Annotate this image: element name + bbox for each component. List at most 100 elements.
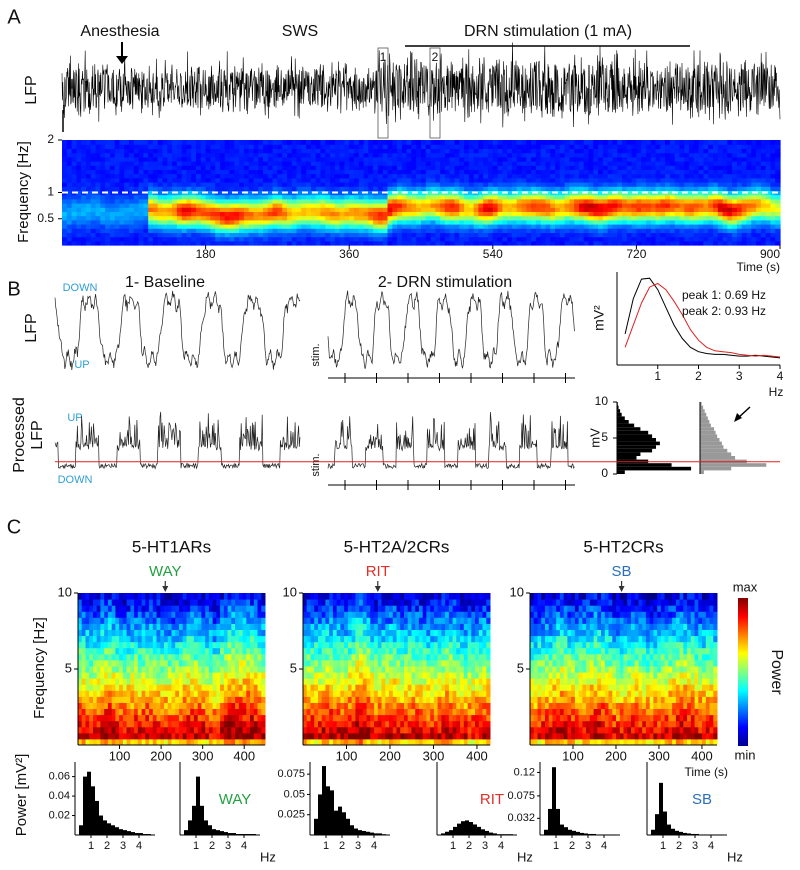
spectrogram-cell [187,630,191,637]
spectrogram-cell [157,611,161,618]
spectrogram-cell [531,199,536,204]
spectrogram-cell [747,237,752,242]
spectrogram-cell [526,224,531,229]
spectrogram-cell [555,203,560,208]
spectrogram-cell [761,178,766,183]
spectrogram-cell [646,169,651,174]
spectrogram-cell [344,241,349,246]
spectrogram-cell [507,211,512,216]
spectrogram-cell [112,709,116,716]
spectrogram-cell [766,182,771,187]
spectrogram-cell [183,642,187,649]
spectrogram-cell [194,690,198,697]
spectrogram-cell [526,216,531,221]
spectrogram-cell [670,169,675,174]
spectrogram-cell [498,157,503,162]
spectrogram-cell [287,203,292,208]
spectrogram-cell [354,199,359,204]
arrow-head [162,586,168,592]
spectrogram-cell [526,140,531,145]
spectrogram-cell [190,599,194,606]
spectrogram-cell [498,232,503,237]
spectrogram-cell [373,195,378,200]
spectrogram-cell [235,666,239,673]
spectrogram-cell [416,237,421,242]
spectrogram-cell [675,178,680,183]
spectrogram-cell [187,178,192,183]
spectrogram-cell [104,642,108,649]
spectrogram-cell [158,203,163,208]
spectrogram-cell [273,153,278,158]
spectrogram-cell [488,144,493,149]
spectrogram-cell [675,174,680,179]
spectrogram-cell [761,228,766,233]
spectrogram-cell [301,232,306,237]
spectrogram-cell [613,203,618,208]
spectrogram-cell [411,178,416,183]
spectrogram-cell [469,178,474,183]
spectrogram-cell [127,660,131,667]
spectrogram-cell [201,660,205,667]
spectrogram-cell [231,666,235,673]
spectrogram-cell [727,190,732,195]
spectrogram-cell [694,228,699,233]
spectrogram-cell [359,174,364,179]
spectrogram-cell [268,161,273,166]
spectrogram-cell [282,161,287,166]
spectrogram-cell [201,186,206,191]
spectrogram-cell [445,140,450,145]
spectrogram-cell [584,148,589,153]
spectrogram-cell [531,224,536,229]
spectrogram-cell [129,165,134,170]
spectrogram-cell [407,161,412,166]
spectrogram-cell [546,216,551,221]
spectrogram-cell [627,140,632,145]
spectrogram-cell [201,161,206,166]
spectrogram-cell [756,237,761,242]
spectrogram-cell [143,178,148,183]
spectrogram-cell [502,161,507,166]
spectrogram-cell [560,174,565,179]
spectrogram-cell [168,690,172,697]
spectrogram-cell [311,153,316,158]
spectrogram-cell [89,678,93,685]
spectrogram-cell [541,165,546,170]
spectrogram-cell [138,623,142,630]
panel-title: 1- Baseline [125,274,205,291]
spectrogram-cell [665,220,670,225]
spectrogram-cell [689,178,694,183]
spectrogram-cell [228,660,232,667]
spectrogram-cell [708,199,713,204]
spectrogram-cell [168,654,172,661]
spectrogram-cell [775,207,780,212]
spectrogram-cell [598,237,603,242]
spectrogram-cell [209,672,213,679]
spectrogram-cell [378,178,383,183]
spectrogram-cell [364,178,369,183]
spectrogram-cell [560,157,565,162]
spectrogram-cell [699,195,704,200]
spectrogram-cell [502,153,507,158]
spectrogram-cell [249,195,254,200]
spectrogram-cell [167,178,172,183]
spectrogram-cell [536,232,541,237]
spectrogram-cell [522,232,527,237]
spectrogram-cell [565,182,570,187]
window-label: 1 [380,50,387,64]
spectrogram-cell [770,241,775,246]
spectrogram-cell [86,207,91,212]
spectrogram-cell [301,161,306,166]
spectrogram-cell [550,148,555,153]
spectrogram-cell [124,157,129,162]
spectrogram-cell [397,186,402,191]
spectrogram-cell [224,721,228,728]
spectrogram-cell [119,684,123,691]
spectrogram-cell [168,630,172,637]
spectrogram-cell [134,203,139,208]
spectrogram-cell [536,157,541,162]
spectrogram-cell [220,672,224,679]
histogram-bar [617,416,625,420]
spectrogram-cell [263,169,268,174]
spectrogram-cell [187,186,192,191]
spectrogram-cell [115,642,119,649]
